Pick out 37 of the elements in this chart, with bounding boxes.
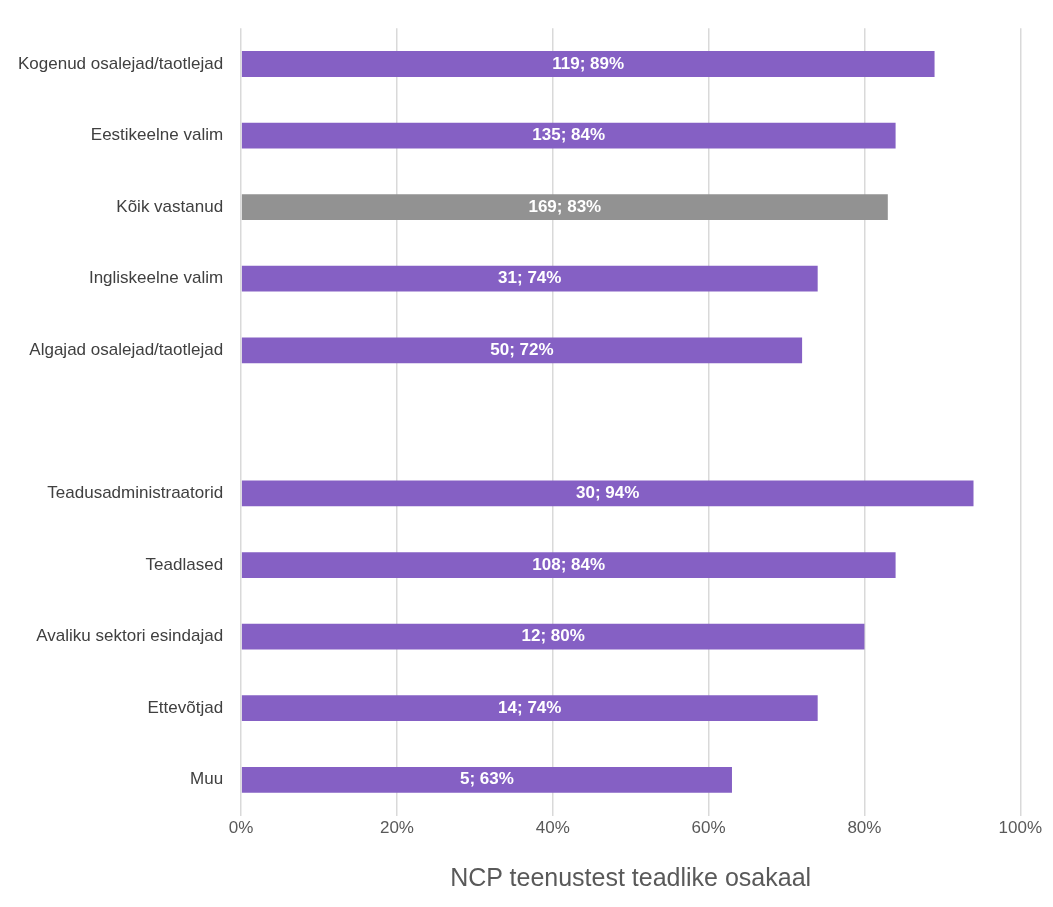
data-label: 135; 84% <box>532 125 606 145</box>
data-label: 108; 84% <box>532 554 606 574</box>
y-tick-label: Ettevõtjad <box>147 697 224 717</box>
y-tick-label: Ingliskeelne valim <box>88 268 224 288</box>
bar <box>241 695 818 722</box>
data-label: 5; 63% <box>459 769 514 789</box>
x-tick-label: 100% <box>998 818 1042 838</box>
y-tick-label: Kogenud osalejad/taotlejad <box>17 53 224 73</box>
x-tick-label: 60% <box>691 818 726 838</box>
x-tick-label: 0% <box>228 818 254 838</box>
x-axis-title: NCP teenustest teadlike osakaal <box>450 862 812 891</box>
x-tick-label: 40% <box>535 818 570 838</box>
data-label: 31; 74% <box>498 268 562 288</box>
x-tick-label: 20% <box>379 818 414 838</box>
y-tick-label: Teadusadministraatorid <box>47 483 224 503</box>
data-label: 169; 83% <box>528 196 602 216</box>
data-label: 119; 89% <box>552 53 625 73</box>
y-tick-label: Eestikeelne valim <box>90 125 224 145</box>
data-label: 30; 94% <box>576 483 640 503</box>
data-label: 50; 72% <box>490 340 554 360</box>
bar <box>241 480 974 507</box>
bar <box>241 51 935 77</box>
bar <box>241 265 818 292</box>
bar <box>241 122 896 149</box>
bar <box>241 194 888 221</box>
bar <box>241 623 865 650</box>
bar <box>241 552 896 578</box>
y-tick-label: Algajad osalejad/taotlejad <box>29 340 224 360</box>
data-label: 12; 80% <box>521 626 585 646</box>
x-tick-label: 80% <box>847 818 882 838</box>
y-tick-label: Muu <box>190 769 224 789</box>
bar <box>241 337 803 364</box>
bar <box>241 766 732 793</box>
data-label: 14; 74% <box>498 697 562 717</box>
y-tick-label: Avaliku sektori esindajad <box>36 626 224 646</box>
y-tick-label: Kõik vastanud <box>116 196 224 216</box>
y-tick-label: Teadlased <box>145 554 224 574</box>
